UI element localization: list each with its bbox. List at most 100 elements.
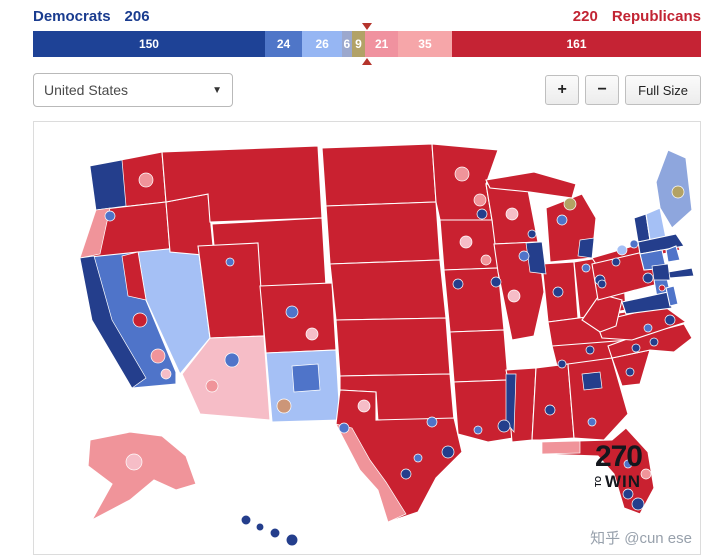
map-fl-miami-2[interactable] (622, 488, 634, 500)
map-wa-salmon[interactable] (138, 172, 154, 188)
map-fl-panhandle[interactable] (541, 440, 581, 455)
map-mn-salmon-2[interactable] (473, 193, 487, 207)
map-tn-nashville[interactable] (585, 345, 595, 355)
results-header: Democrats 206 220 Republicans (33, 0, 701, 25)
map-hawaii-1[interactable] (240, 514, 252, 526)
map-mi-blue[interactable] (556, 214, 568, 226)
map-al-birmingham[interactable] (544, 404, 556, 416)
map-or-portland[interactable] (104, 210, 116, 222)
map-hawaii-4[interactable] (285, 533, 299, 547)
map-va-blue-2[interactable] (643, 323, 653, 333)
map-mi-tan[interactable] (563, 197, 577, 211)
map-ca-pink[interactable] (160, 368, 172, 380)
map-ca-central-red[interactable] (132, 312, 148, 328)
map-az-blue[interactable] (224, 352, 240, 368)
map-nc-blue-1[interactable] (649, 337, 659, 347)
map-ia-pink-1[interactable] (459, 235, 473, 249)
map-wi-pale[interactable] (505, 207, 519, 221)
map-co-denver[interactable] (285, 305, 299, 319)
map-ny-lblue[interactable] (616, 244, 628, 256)
full-size-button[interactable]: Full Size (625, 75, 701, 105)
us-house-districts-map[interactable] (34, 122, 700, 554)
map-va-blue-1[interactable] (664, 314, 676, 326)
map-ny-nyc[interactable] (651, 263, 671, 281)
map-fl-orlando[interactable] (623, 459, 633, 469)
map-rhode-island[interactable] (665, 245, 681, 263)
region-select[interactable]: United States ▼ (33, 73, 233, 107)
map-alaska[interactable] (87, 431, 197, 522)
bar-segment-tilt-dem: 6 (342, 31, 352, 57)
map-ga-atlanta[interactable] (581, 371, 603, 391)
map-oh-cleveland[interactable] (611, 257, 621, 267)
map-colorado[interactable] (259, 282, 337, 354)
map-ca-inland-red[interactable] (121, 251, 147, 301)
map-ca-salmon[interactable] (150, 348, 166, 364)
map-ca-coast[interactable] (79, 255, 147, 389)
map-ny-blue[interactable] (629, 239, 639, 249)
map-tn-memphis[interactable] (557, 359, 567, 369)
map-tx-houston[interactable] (441, 445, 455, 459)
map-ga-blue[interactable] (587, 417, 597, 427)
map-nc-blue-2[interactable] (631, 343, 641, 353)
map-kansas[interactable] (335, 317, 451, 377)
map-wa-seattle[interactable] (89, 159, 127, 211)
map-massachusetts[interactable] (637, 233, 685, 255)
map-mn-salmon-1[interactable] (454, 166, 470, 182)
map-ia-salmon[interactable] (480, 254, 492, 266)
map-nm-brown[interactable] (276, 398, 292, 414)
map-tx-austin[interactable] (413, 453, 423, 463)
map-tx-panhandle-pink[interactable] (357, 399, 371, 413)
map-mo-stl[interactable] (490, 276, 502, 288)
logo-win: WIN (604, 472, 641, 491)
map-ut-slc[interactable] (225, 257, 235, 267)
map-la-blue[interactable] (473, 425, 483, 435)
map-alabama[interactable] (531, 363, 575, 441)
map-tx-san-antonio[interactable] (400, 468, 412, 480)
zoom-out-button[interactable]: − (585, 75, 620, 105)
logo-270: 270 (594, 440, 643, 473)
map-mi-detroit[interactable] (577, 237, 595, 259)
map-south-dakota[interactable] (325, 201, 441, 265)
map-mn-twin-cities[interactable] (476, 208, 488, 220)
map-pa-pittsburgh[interactable] (597, 279, 607, 289)
map-tx-el-paso[interactable] (338, 422, 350, 434)
map-west-virginia[interactable] (581, 293, 623, 333)
map-nm-blue[interactable] (291, 363, 321, 393)
map-fl-miami-1[interactable] (631, 497, 645, 511)
map-fl-salmon[interactable] (640, 468, 652, 480)
map-arizona[interactable] (181, 335, 271, 421)
map-arkansas[interactable] (449, 329, 509, 383)
map-north-dakota[interactable] (321, 143, 437, 207)
map-tx-dallas[interactable] (426, 416, 438, 428)
map-maryland[interactable] (621, 291, 673, 315)
map-ak-pink[interactable] (125, 453, 143, 471)
logo-to: TO (593, 476, 603, 487)
map-co-pink[interactable] (305, 327, 319, 341)
map-montana[interactable] (161, 145, 323, 223)
map-tx-border-salmon[interactable] (335, 423, 407, 523)
bar-segment-safe-rep: 161 (452, 31, 701, 57)
map-utah[interactable] (197, 242, 265, 339)
map-nj-red[interactable] (658, 284, 666, 292)
map-sc-blue[interactable] (625, 367, 635, 377)
map-long-island[interactable] (667, 267, 695, 279)
map-oh-blue[interactable] (581, 263, 591, 273)
map-or-coast[interactable] (79, 207, 111, 259)
map-hawaii-2[interactable] (255, 522, 265, 532)
map-me-tan[interactable] (671, 185, 685, 199)
map-la-nola[interactable] (497, 419, 511, 433)
map-az-salmon[interactable] (205, 379, 219, 393)
map-ms-delta[interactable] (505, 373, 517, 433)
map-pa-philly[interactable] (642, 272, 654, 284)
map-mo-kc[interactable] (452, 278, 464, 290)
map-in-indy[interactable] (552, 286, 564, 298)
map-nebraska[interactable] (329, 259, 447, 321)
map-il-blue[interactable] (518, 250, 530, 262)
map-wi-milwaukee[interactable] (527, 229, 537, 239)
map-il-pink[interactable] (507, 289, 521, 303)
map-hawaii-3[interactable] (269, 527, 281, 539)
map-delaware[interactable] (665, 285, 679, 307)
zoom-in-button[interactable]: + (545, 75, 580, 105)
map-il-chicago[interactable] (525, 241, 547, 275)
